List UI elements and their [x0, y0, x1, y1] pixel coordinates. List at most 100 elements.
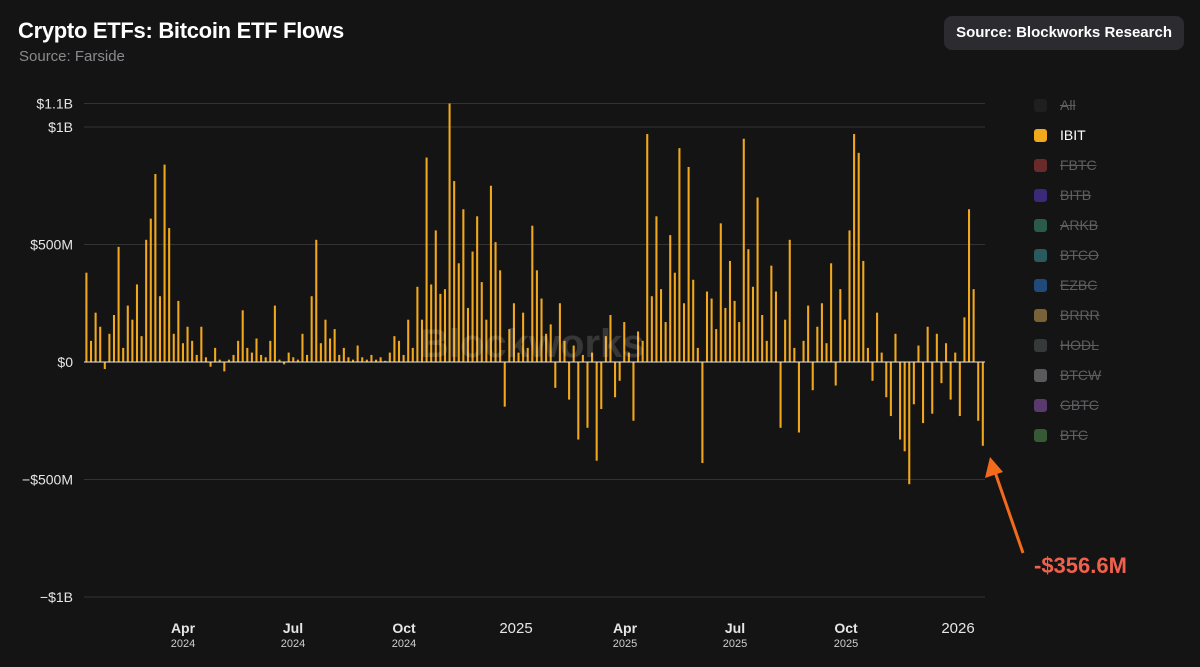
legend-item-ezbc[interactable]: EZBC	[1034, 270, 1101, 300]
bar	[958, 362, 961, 417]
bar	[260, 354, 263, 362]
legend-item-btc[interactable]: BTC	[1034, 420, 1101, 450]
legend-label: IBIT	[1060, 127, 1086, 143]
y-tick-label: $500M	[30, 237, 73, 253]
legend-item-gbtc[interactable]: GBTC	[1034, 390, 1101, 420]
bar	[232, 354, 235, 362]
bar	[273, 305, 276, 362]
bar	[949, 362, 952, 400]
x-tick-label: 2025	[499, 620, 532, 637]
bar	[880, 352, 883, 362]
bar	[499, 270, 502, 362]
bar	[439, 293, 442, 362]
bar	[535, 270, 538, 362]
legend-swatch	[1034, 248, 1047, 262]
source-button[interactable]: Source: Blockworks Research	[944, 16, 1184, 50]
legend-label: BTCW	[1060, 367, 1102, 383]
x-tick-label: Jul	[725, 620, 745, 636]
legend-item-brrr[interactable]: BRRR	[1034, 300, 1101, 330]
bar	[572, 345, 575, 362]
bar	[963, 317, 966, 362]
bar	[393, 336, 396, 362]
bar	[549, 324, 552, 362]
bar	[425, 157, 428, 362]
bar	[145, 239, 148, 362]
bar	[287, 352, 290, 362]
legend-item-ibit[interactable]: IBIT	[1034, 120, 1101, 150]
bar	[641, 340, 644, 362]
bar	[517, 352, 520, 362]
bar	[802, 340, 805, 362]
bar	[751, 286, 755, 362]
bar	[931, 362, 934, 414]
bar	[218, 359, 221, 362]
bar	[99, 326, 102, 362]
bar	[779, 362, 782, 428]
legend-swatch	[1034, 278, 1047, 292]
bar	[163, 164, 166, 362]
bar	[609, 315, 612, 362]
bar	[214, 347, 217, 362]
bar	[480, 282, 483, 362]
bar	[255, 338, 258, 362]
bar	[508, 329, 511, 362]
bar	[655, 216, 658, 362]
bar	[632, 362, 635, 421]
bar	[586, 362, 589, 428]
bar	[241, 310, 244, 362]
bar	[177, 300, 180, 362]
bar	[94, 312, 97, 362]
bar	[172, 333, 175, 362]
bar	[402, 354, 405, 362]
bar	[705, 291, 709, 362]
legend-item-btco[interactable]: BTCO	[1034, 240, 1101, 270]
bar	[710, 298, 713, 362]
bar	[678, 148, 681, 362]
legend-item-bitb[interactable]: BITB	[1034, 180, 1101, 210]
bar	[738, 322, 741, 362]
bar	[416, 286, 419, 362]
bar	[922, 362, 925, 424]
bar	[650, 296, 653, 362]
bar	[816, 326, 819, 362]
y-tick-label: −$500M	[22, 472, 73, 488]
bar	[614, 362, 617, 398]
legend-item-btcw[interactable]: BTCW	[1034, 360, 1101, 390]
legend-swatch	[1034, 338, 1047, 352]
bar	[853, 134, 856, 362]
bar	[89, 340, 93, 362]
annotation-label: -$356.6M	[1034, 553, 1127, 578]
bar	[637, 331, 640, 362]
bar	[591, 352, 594, 362]
legend-item-arkb[interactable]: ARKB	[1034, 210, 1101, 240]
bar	[761, 315, 764, 362]
x-tick-label: 2026	[941, 620, 974, 637]
bar	[876, 312, 879, 362]
legend-swatch	[1034, 398, 1047, 412]
bar	[310, 296, 313, 362]
x-tick-label: Apr	[613, 620, 638, 636]
x-tick-sublabel: 2025	[723, 638, 747, 650]
legend-item-fbtc[interactable]: FBTC	[1034, 150, 1101, 180]
bar	[112, 315, 116, 362]
bar	[724, 307, 727, 362]
bar	[223, 362, 226, 372]
bar	[811, 362, 814, 391]
legend-item-hodl[interactable]: HODL	[1034, 330, 1101, 360]
bar	[558, 303, 561, 362]
bar	[181, 343, 184, 362]
bar	[756, 197, 759, 362]
bar	[563, 340, 566, 362]
bar	[862, 260, 865, 362]
bar	[117, 246, 120, 362]
chart-subtitle: Source: Farside	[19, 48, 125, 65]
bar	[843, 319, 846, 362]
bar	[457, 263, 460, 362]
legend-item-all[interactable]: All	[1034, 90, 1101, 120]
bar	[347, 357, 350, 362]
bar	[945, 343, 948, 362]
bar	[912, 362, 915, 405]
bar	[195, 354, 198, 362]
bar	[774, 291, 777, 362]
